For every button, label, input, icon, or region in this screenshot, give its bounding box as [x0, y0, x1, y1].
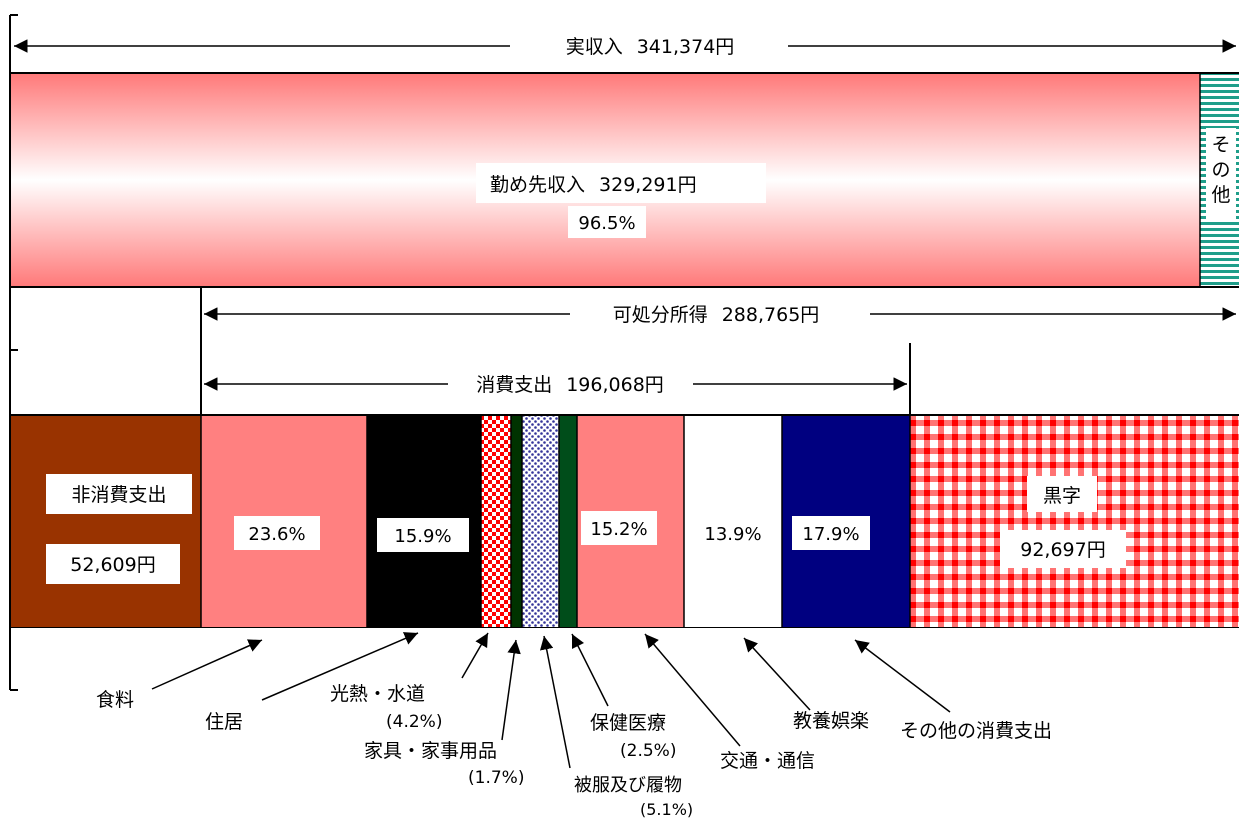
wage-pct: 96.5% — [578, 213, 635, 234]
education-pct: 13.9% — [704, 524, 761, 545]
medical-label: 保健医療 — [590, 712, 666, 734]
segment-clothing — [522, 416, 559, 627]
nonconsumption-value: 52,609円 — [70, 554, 155, 576]
furniture-label: 家具・家事用品 — [364, 740, 497, 762]
leader-arrows — [151, 632, 951, 769]
income-label: 実収入 341,374円 — [566, 36, 735, 58]
medical-pct: (2.5%) — [620, 741, 676, 761]
segment-utilities — [481, 416, 511, 627]
utilities-pct: (4.2%) — [386, 712, 442, 732]
surplus-value: 92,697円 — [1020, 539, 1105, 561]
spending-bar — [11, 416, 1239, 627]
education-label: 教養娯楽 — [793, 710, 869, 732]
furniture-pct: (1.7%) — [468, 768, 524, 788]
segment-medical — [559, 416, 577, 627]
disposable-arrow: 可処分所得 288,765円 — [204, 304, 1236, 326]
other-income-label: その他 — [1211, 134, 1230, 206]
segment-furniture — [511, 416, 522, 627]
housing-label: 住居 — [205, 711, 243, 733]
wage-label: 勤め先収入 329,291円 — [490, 174, 697, 196]
others-pct: 17.9% — [802, 524, 859, 545]
food-label: 食料 — [96, 689, 134, 711]
housing-pct: 15.9% — [394, 526, 451, 547]
income-arrow: 実収入 341,374円 — [14, 36, 1236, 58]
consumption-arrow: 消費支出 196,068円 — [204, 374, 907, 396]
others-label: その他の消費支出 — [900, 720, 1052, 742]
income-bar: 勤め先収入 329,291円 96.5% その他 — [11, 74, 1239, 286]
surplus-label: 黒字 — [1043, 485, 1081, 507]
spending-outer-labels: 食料 住居 光熱・水道 (4.2%) 家具・家事用品 (1.7%) 被服及び履物… — [96, 683, 1052, 819]
nonconsumption-label: 非消費支出 — [71, 484, 166, 506]
spending-inner-labels: 非消費支出 52,609円 23.6% 15.9% 15.2% 13.9% 17… — [46, 474, 1126, 584]
segment-education — [684, 416, 782, 627]
food-pct: 23.6% — [248, 524, 305, 545]
svg-text:その他: その他 — [1211, 134, 1230, 206]
utilities-label: 光熱・水道 — [330, 683, 425, 705]
clothing-pct: (5.1%) — [640, 800, 693, 819]
disposable-label: 可処分所得 288,765円 — [613, 304, 820, 326]
transport-pct: 15.2% — [590, 519, 647, 540]
clothing-label: 被服及び履物 — [574, 775, 682, 796]
transport-label: 交通・通信 — [720, 750, 815, 772]
segment-nonconsumption — [11, 416, 201, 627]
consumption-label: 消費支出 196,068円 — [476, 374, 664, 396]
segment-surplus — [910, 416, 1239, 627]
